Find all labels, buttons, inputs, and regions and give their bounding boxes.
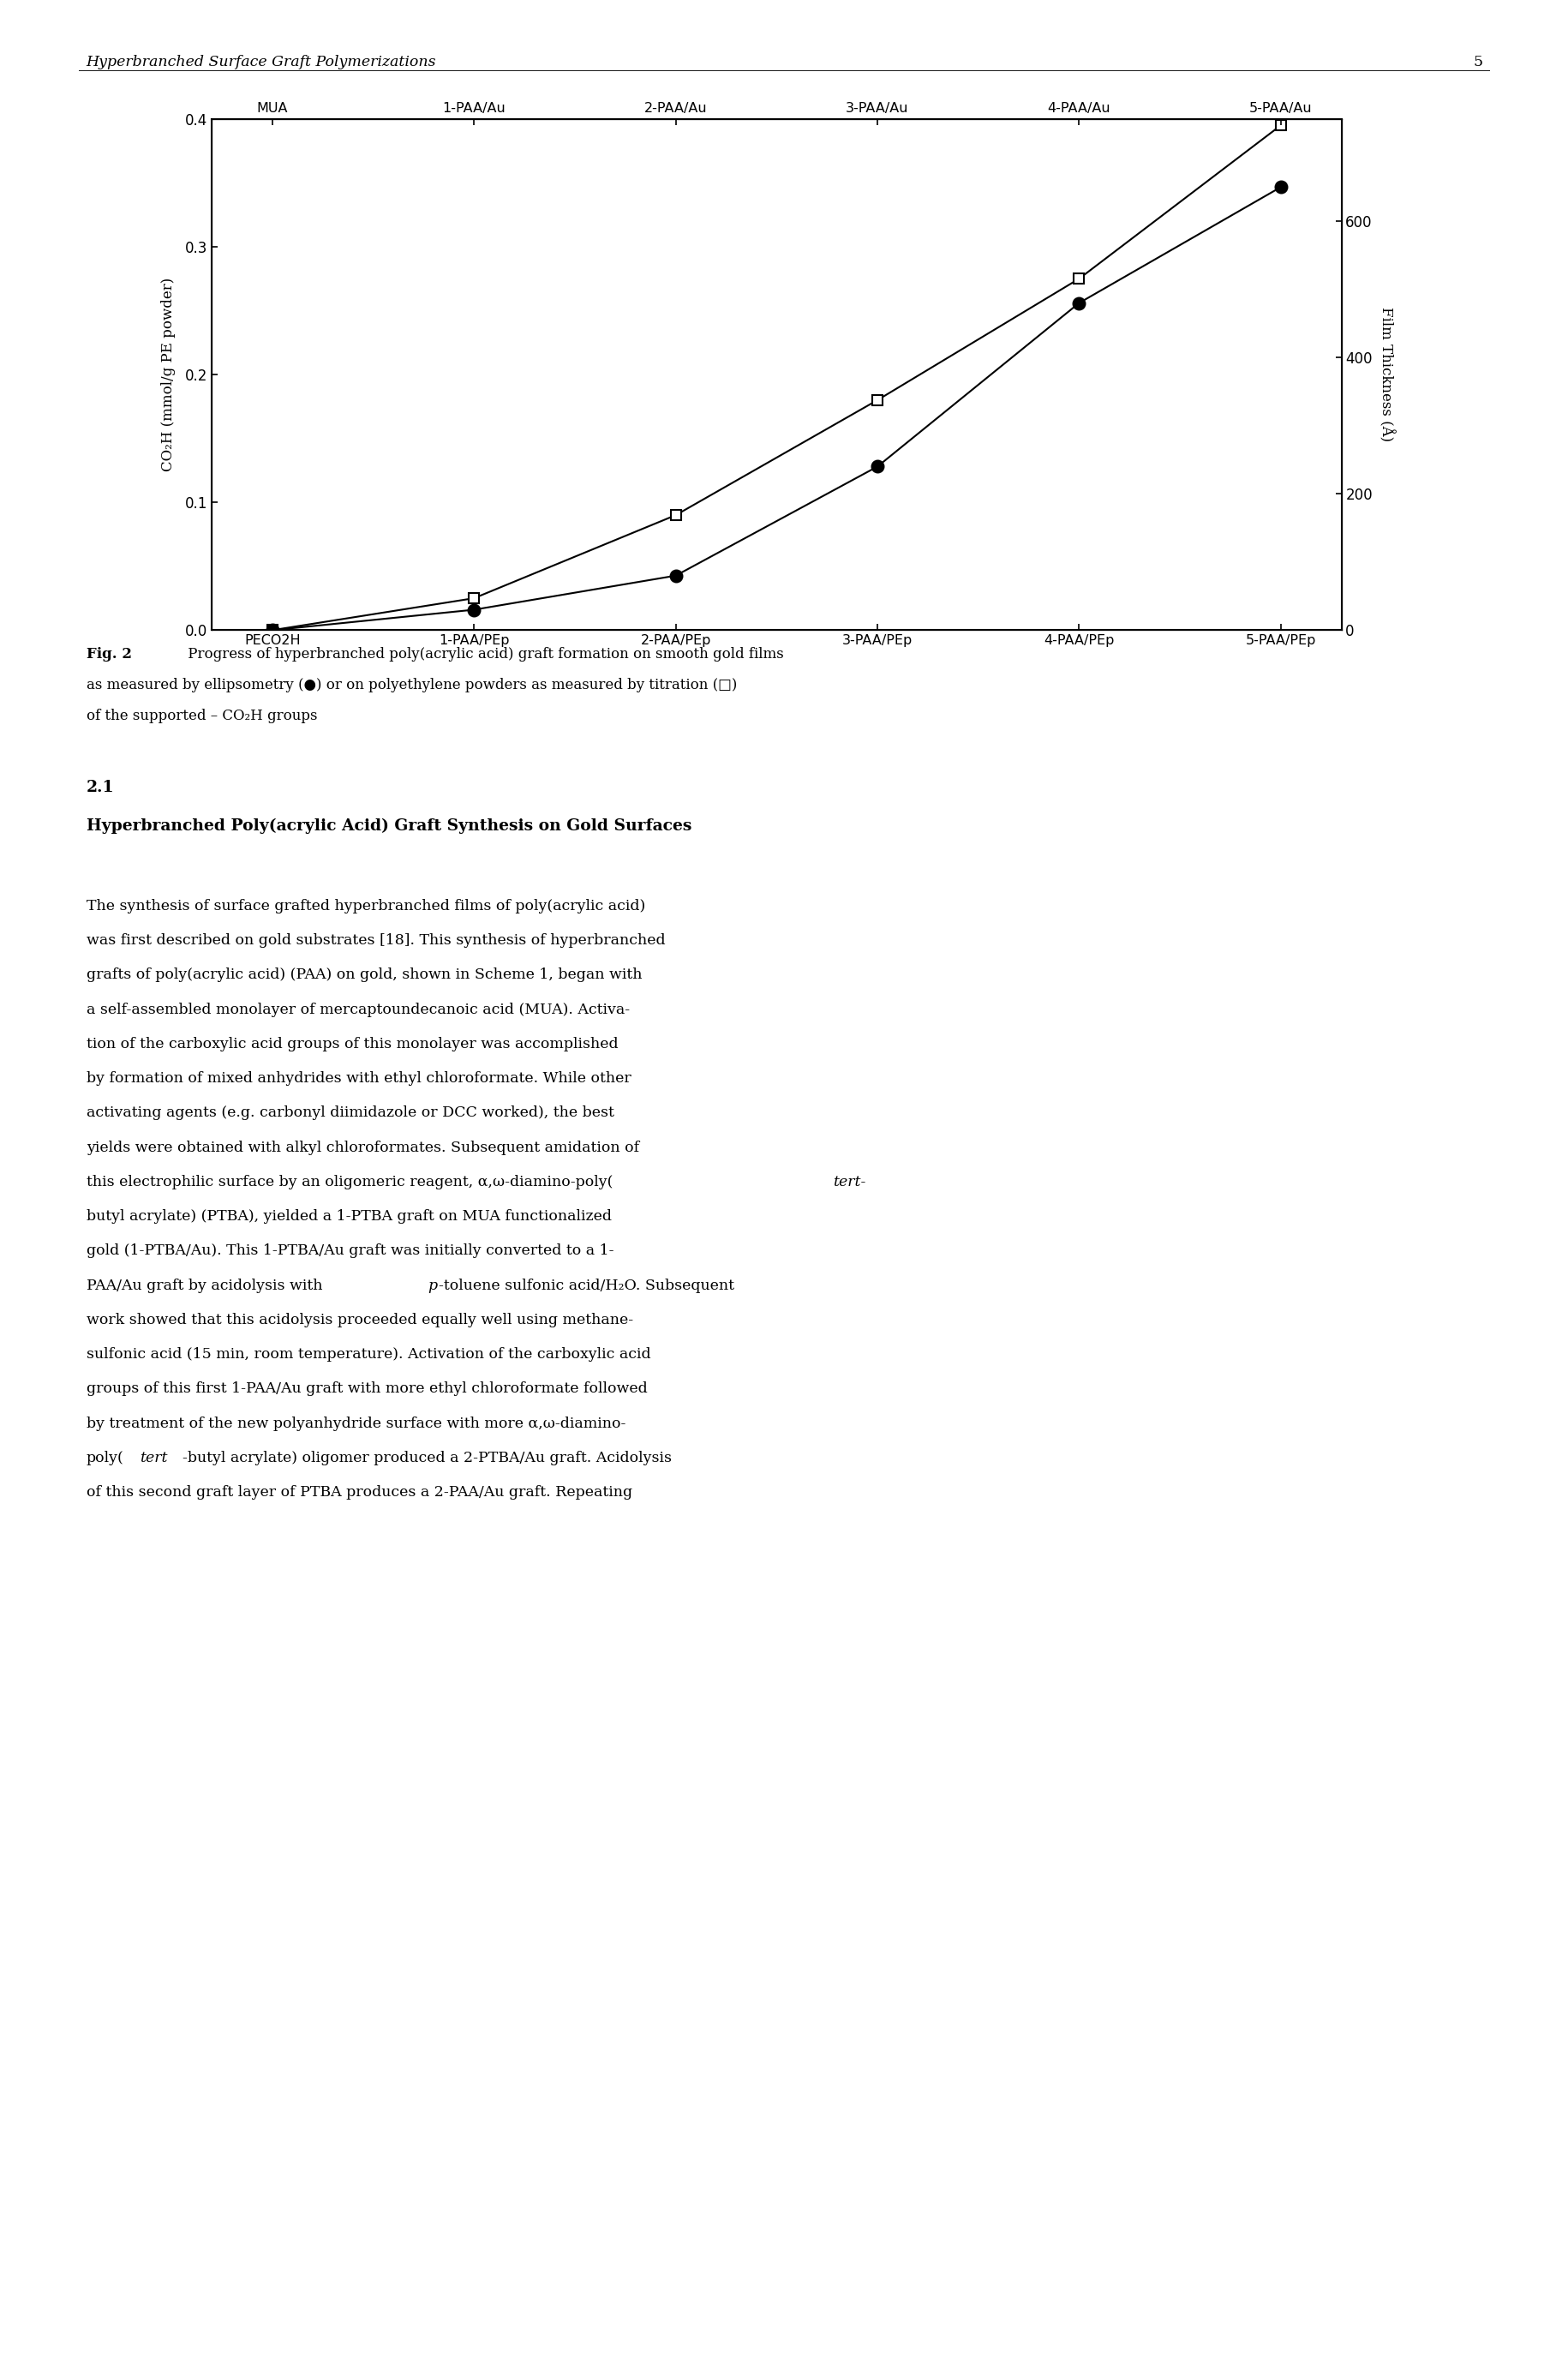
- Text: of this second graft layer of PTBA produces a 2-PAA/Au graft. Repeating: of this second graft layer of PTBA produ…: [86, 1484, 632, 1501]
- Text: by formation of mixed anhydrides with ethyl chloroformate. While other: by formation of mixed anhydrides with et…: [86, 1070, 630, 1087]
- Text: yields were obtained with alkyl chloroformates. Subsequent amidation of: yields were obtained with alkyl chlorofo…: [86, 1141, 638, 1156]
- Text: was first described on gold substrates [18]. This synthesis of hyperbranched: was first described on gold substrates […: [86, 932, 665, 949]
- Y-axis label: Film Thickness (Å): Film Thickness (Å): [1377, 307, 1394, 442]
- Text: Fig. 2: Fig. 2: [86, 647, 132, 661]
- Text: p: p: [428, 1279, 437, 1294]
- Text: 5: 5: [1472, 55, 1482, 69]
- Text: The synthesis of surface grafted hyperbranched films of poly(acrylic acid): The synthesis of surface grafted hyperbr…: [86, 899, 644, 913]
- Text: Hyperbranched Poly(acrylic Acid) Graft Synthesis on Gold Surfaces: Hyperbranched Poly(acrylic Acid) Graft S…: [86, 818, 691, 835]
- Text: tert-: tert-: [833, 1175, 866, 1189]
- Text: tion of the carboxylic acid groups of this monolayer was accomplished: tion of the carboxylic acid groups of th…: [86, 1037, 618, 1051]
- Text: Progress of hyperbranched poly(acrylic acid) graft formation on smooth gold film: Progress of hyperbranched poly(acrylic a…: [183, 647, 784, 661]
- Text: by treatment of the new polyanhydride surface with more α,ω-diamino-: by treatment of the new polyanhydride su…: [86, 1417, 626, 1432]
- Text: sulfonic acid (15 min, room temperature). Activation of the carboxylic acid: sulfonic acid (15 min, room temperature)…: [86, 1346, 651, 1363]
- Text: as measured by ellipsometry (●) or on polyethylene powders as measured by titrat: as measured by ellipsometry (●) or on po…: [86, 678, 737, 692]
- Text: PAA/Au graft by acidolysis with: PAA/Au graft by acidolysis with: [86, 1279, 326, 1294]
- Text: activating agents (e.g. carbonyl diimidazole or DCC worked), the best: activating agents (e.g. carbonyl diimida…: [86, 1106, 613, 1120]
- Text: 2.1: 2.1: [86, 780, 114, 794]
- Text: poly(: poly(: [86, 1451, 124, 1465]
- Text: this electrophilic surface by an oligomeric reagent, α,ω-diamino-poly(: this electrophilic surface by an oligome…: [86, 1175, 613, 1189]
- Y-axis label: CO₂H (mmol/g PE powder): CO₂H (mmol/g PE powder): [162, 278, 176, 471]
- Text: grafts of poly(acrylic acid) (PAA) on gold, shown in Scheme 1, began with: grafts of poly(acrylic acid) (PAA) on go…: [86, 968, 641, 982]
- Text: butyl acrylate) (PTBA), yielded a 1-PTBA graft on MUA functionalized: butyl acrylate) (PTBA), yielded a 1-PTBA…: [86, 1208, 612, 1225]
- Text: a self-assembled monolayer of mercaptoundecanoic acid (MUA). Activa-: a self-assembled monolayer of mercaptoun…: [86, 1004, 629, 1018]
- Text: tert: tert: [140, 1451, 168, 1465]
- Text: gold (1-PTBA/Au). This 1-PTBA/Au graft was initially converted to a 1-: gold (1-PTBA/Au). This 1-PTBA/Au graft w…: [86, 1244, 613, 1258]
- Text: -toluene sulfonic acid/H₂O. Subsequent: -toluene sulfonic acid/H₂O. Subsequent: [437, 1279, 734, 1294]
- Text: work showed that this acidolysis proceeded equally well using methane-: work showed that this acidolysis proceed…: [86, 1313, 633, 1327]
- Text: groups of this first 1-PAA/Au graft with more ethyl chloroformate followed: groups of this first 1-PAA/Au graft with…: [86, 1382, 648, 1396]
- Text: of the supported – CO₂H groups: of the supported – CO₂H groups: [86, 709, 317, 723]
- Text: Hyperbranched Surface Graft Polymerizations: Hyperbranched Surface Graft Polymerizati…: [86, 55, 436, 69]
- Text: -butyl acrylate) oligomer produced a 2-PTBA/Au graft. Acidolysis: -butyl acrylate) oligomer produced a 2-P…: [182, 1451, 671, 1465]
